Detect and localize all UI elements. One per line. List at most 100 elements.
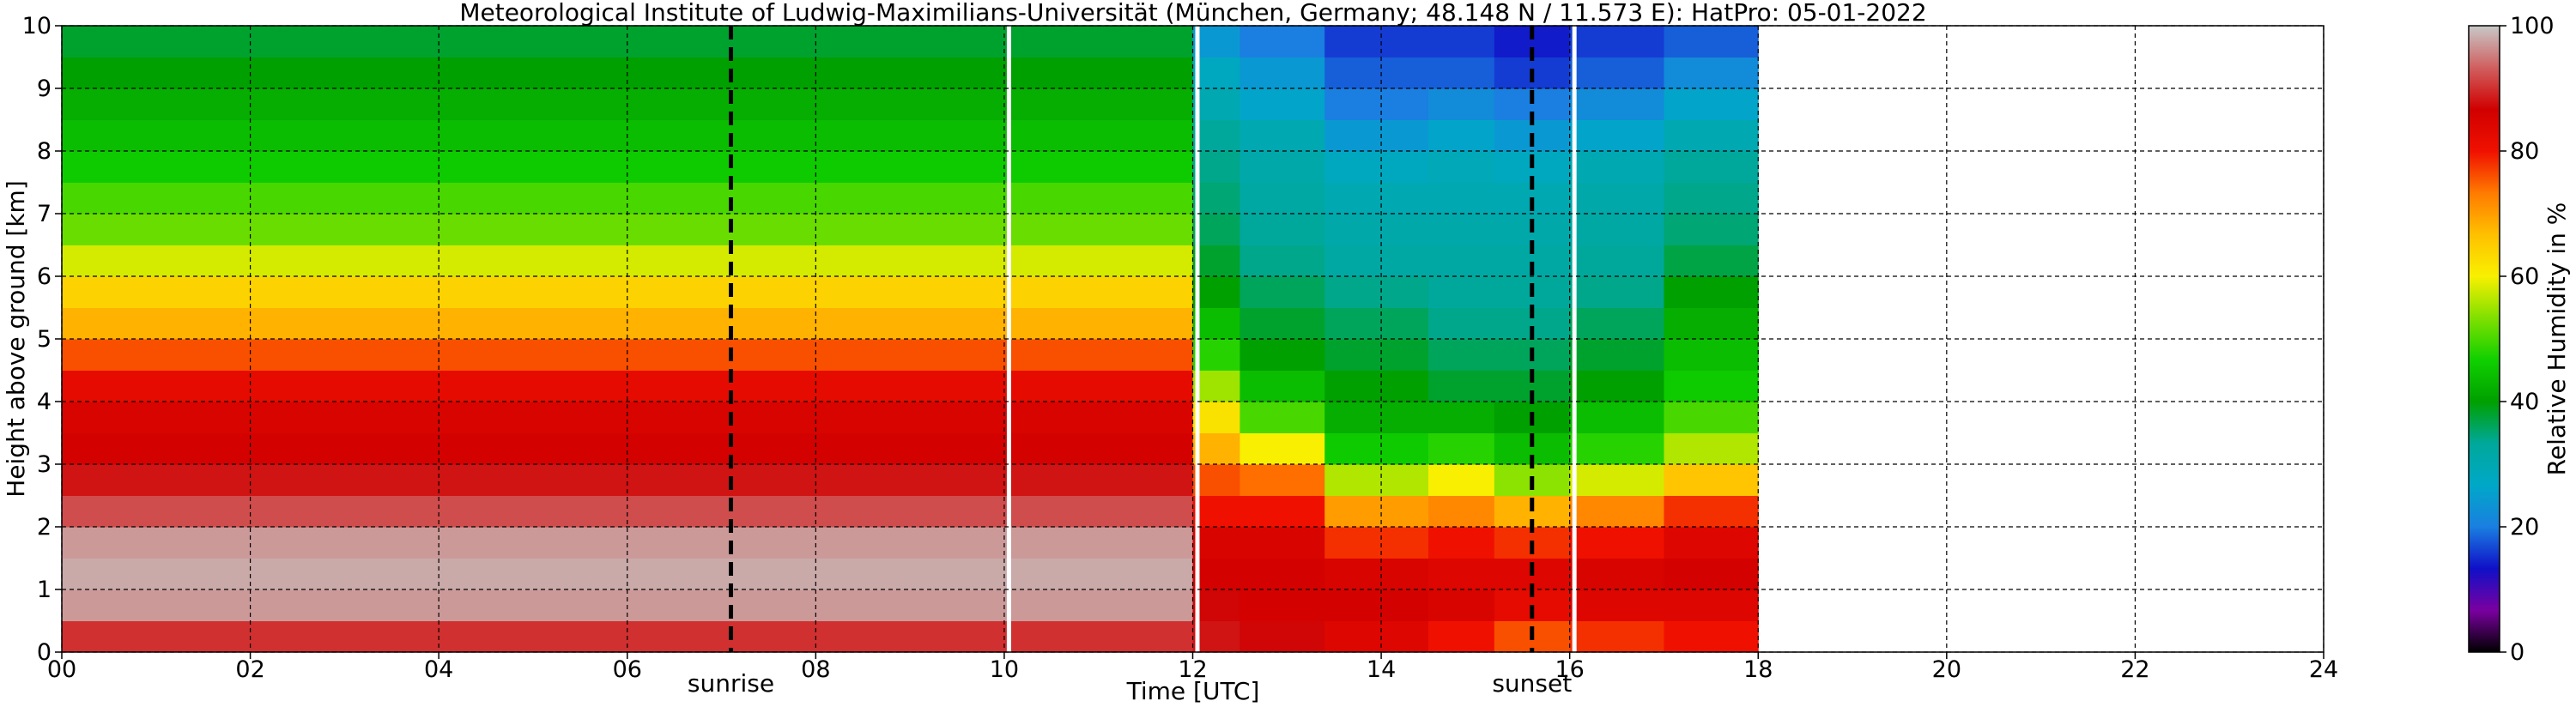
heat-cell <box>1664 276 1759 308</box>
heat-cell <box>1664 432 1759 465</box>
heat-cell <box>1427 57 1495 89</box>
heat-cell <box>1192 307 1240 340</box>
heat-cell <box>1240 26 1325 57</box>
heat-cell <box>1569 589 1664 621</box>
y-tick-label: 7 <box>37 201 52 227</box>
heat-cell <box>1569 57 1664 89</box>
heat-cell <box>1240 620 1325 652</box>
heat-cell <box>1324 119 1429 152</box>
heat-cell <box>1240 589 1325 621</box>
y-tick-label: 8 <box>37 138 52 165</box>
heat-cell <box>1664 214 1759 245</box>
heat-cell <box>1664 495 1759 528</box>
x-tick-label: 06 <box>613 656 642 683</box>
x-tick-label: 22 <box>2120 656 2149 683</box>
heat-cell <box>1664 589 1759 621</box>
heat-cell <box>1427 276 1495 308</box>
heat-cell <box>1324 276 1429 308</box>
heat-cell <box>1192 370 1240 402</box>
x-tick-label: 00 <box>47 656 76 683</box>
heat-cell <box>1427 432 1495 465</box>
y-tick-label: 5 <box>37 326 52 353</box>
x-tick-label: 16 <box>1555 656 1584 683</box>
heat-cell <box>1427 245 1495 277</box>
heat-cell <box>1569 119 1664 152</box>
heatmap-cells <box>62 26 1759 652</box>
colorbar-tick-label: 40 <box>2510 389 2539 415</box>
heat-cell <box>1324 245 1429 277</box>
heat-cell <box>1664 151 1759 183</box>
heat-cell <box>1240 402 1325 433</box>
y-axis-ticks: 0 1 2 3 4 5 6 7 8 9 10 <box>22 13 62 666</box>
heat-cell <box>1324 432 1429 465</box>
colorbar-tick-label: 60 <box>2510 263 2539 290</box>
heat-cell <box>1427 214 1495 245</box>
heat-cell <box>1427 558 1495 590</box>
colorbar-label: Relative Humidity in % <box>2543 202 2571 476</box>
heat-cell <box>1569 276 1664 308</box>
heat-cell <box>1240 464 1325 496</box>
heat-cell <box>1427 26 1495 57</box>
heat-cell <box>1192 495 1240 528</box>
heat-cell <box>1664 88 1759 120</box>
y-tick-label: 0 <box>37 639 52 666</box>
heat-cell <box>1240 182 1325 215</box>
heat-cell <box>1324 558 1429 590</box>
heat-cell <box>1664 245 1759 277</box>
colorbar-tick-label: 100 <box>2510 13 2555 39</box>
heat-cell <box>1192 339 1240 371</box>
heat-cell <box>1240 276 1325 308</box>
heat-cell <box>1240 558 1325 590</box>
heat-cell <box>1192 26 1240 57</box>
heat-cell <box>1569 26 1664 57</box>
heat-cell <box>1324 182 1429 215</box>
heat-cell <box>1240 245 1325 277</box>
heat-cell <box>1427 402 1495 433</box>
heat-cell <box>1192 620 1240 652</box>
y-tick-label: 3 <box>37 451 52 478</box>
heat-cell <box>1569 307 1664 340</box>
heat-cell <box>1192 245 1240 277</box>
heat-cell <box>1192 558 1240 590</box>
heat-cell <box>1569 527 1664 559</box>
x-axis-ticks: 00 02 04 06 08 10 12 14 16 18 20 22 24 <box>47 652 2338 683</box>
heat-cell <box>1569 245 1664 277</box>
heat-cell <box>1569 88 1664 120</box>
heat-cell <box>1427 307 1495 340</box>
heat-cell <box>1324 464 1429 496</box>
heat-cell <box>1324 620 1429 652</box>
x-tick-label: 12 <box>1178 656 1207 683</box>
heat-cell <box>1569 558 1664 590</box>
heat-cell <box>1427 88 1495 120</box>
heat-cell <box>1569 151 1664 183</box>
colorbar-tick-label: 20 <box>2510 514 2539 541</box>
y-tick-label: 2 <box>37 514 52 541</box>
colorbar-ticks: 0 20 40 60 80 100 <box>2500 13 2555 666</box>
heat-cell <box>1192 589 1240 621</box>
heat-cell <box>1427 182 1495 215</box>
heat-cell <box>1569 214 1664 245</box>
sun-lines <box>729 26 1535 652</box>
heat-cell <box>1192 151 1240 183</box>
heat-cell <box>1324 57 1429 89</box>
heat-cell <box>1324 339 1429 371</box>
heat-cell <box>1240 151 1325 183</box>
heat-cell <box>1664 182 1759 215</box>
colorbar-tick-label: 80 <box>2510 138 2539 165</box>
y-tick-label: 9 <box>37 76 52 102</box>
heat-cell <box>1192 464 1240 496</box>
heat-cell <box>1192 88 1240 120</box>
x-tick-label: 04 <box>424 656 453 683</box>
heat-cell <box>1240 527 1325 559</box>
heat-cell <box>1240 214 1325 245</box>
heat-cell <box>1569 495 1664 528</box>
heat-cell <box>1240 88 1325 120</box>
heat-cell <box>1664 620 1759 652</box>
heat-cell <box>1427 119 1495 152</box>
annotation-label: sunset <box>1492 669 1572 698</box>
x-tick-label: 24 <box>2309 656 2338 683</box>
annotations: sunrise sunset <box>688 669 1572 698</box>
heat-cell <box>1664 370 1759 402</box>
heat-cell <box>1192 214 1240 245</box>
